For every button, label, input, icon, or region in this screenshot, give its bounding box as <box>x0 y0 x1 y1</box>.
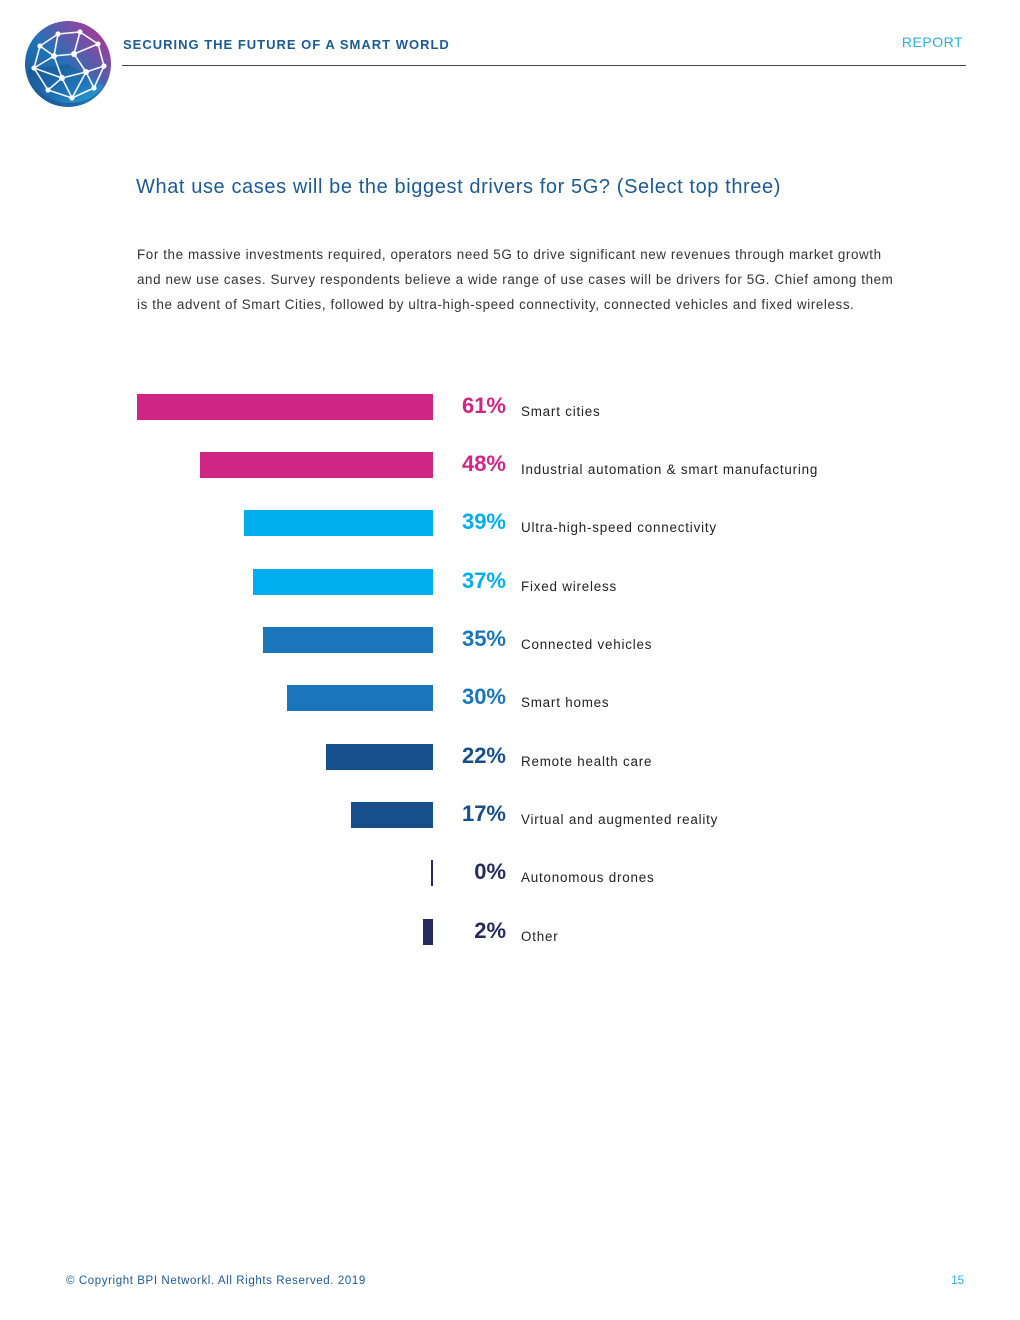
bar-value-label: 2% <box>474 918 506 943</box>
bar-6 <box>287 685 433 711</box>
bar-8 <box>350 802 433 828</box>
bar-value-label: 0% <box>474 859 506 884</box>
intro-paragraph: For the massive investments required, op… <box>137 247 894 312</box>
bar-9 <box>431 860 433 886</box>
bar-value-label: 35% <box>461 626 506 651</box>
header-divider <box>122 65 966 66</box>
category-label: Remote health care <box>521 754 653 769</box>
category-label: Industrial automation & smart manufactur… <box>521 462 819 477</box>
bar-value-label: 17% <box>461 801 506 826</box>
category-label: Autonomous drones <box>521 870 655 885</box>
bar-2 <box>200 452 433 478</box>
bar-5 <box>263 627 433 653</box>
bar-3 <box>243 510 433 536</box>
bar-1 <box>137 394 433 420</box>
category-label: Smart homes <box>521 695 610 710</box>
bar-value-label: 61% <box>461 393 506 418</box>
category-label: Fixed wireless <box>521 579 618 594</box>
chart-title: What use cases will be the biggest drive… <box>136 176 782 198</box>
header-title: SECURING THE FUTURE OF A SMART WORLD <box>123 37 450 52</box>
category-label: Connected vehicles <box>521 637 653 652</box>
footer-copyright: © Copyright BPI Networkl. All Rights Res… <box>66 1275 366 1287</box>
bar-4 <box>253 569 433 595</box>
category-label: Smart cities <box>521 404 601 419</box>
bar-value-label: 22% <box>461 743 506 768</box>
category-label: Virtual and augmented reality <box>521 812 719 827</box>
bar-value-label: 39% <box>461 509 506 534</box>
bar-value-label: 48% <box>461 451 506 476</box>
page-number: 15 <box>951 1275 964 1287</box>
bar-7 <box>326 744 433 770</box>
category-label: Ultra-high-speed connectivity <box>521 520 717 535</box>
bar-10 <box>423 919 433 945</box>
category-label: Other <box>521 929 559 944</box>
globe-logo-icon <box>24 20 112 108</box>
report-label: REPORT <box>901 34 963 50</box>
bar-value-label: 37% <box>461 568 506 593</box>
bar-value-label: 30% <box>461 684 506 709</box>
